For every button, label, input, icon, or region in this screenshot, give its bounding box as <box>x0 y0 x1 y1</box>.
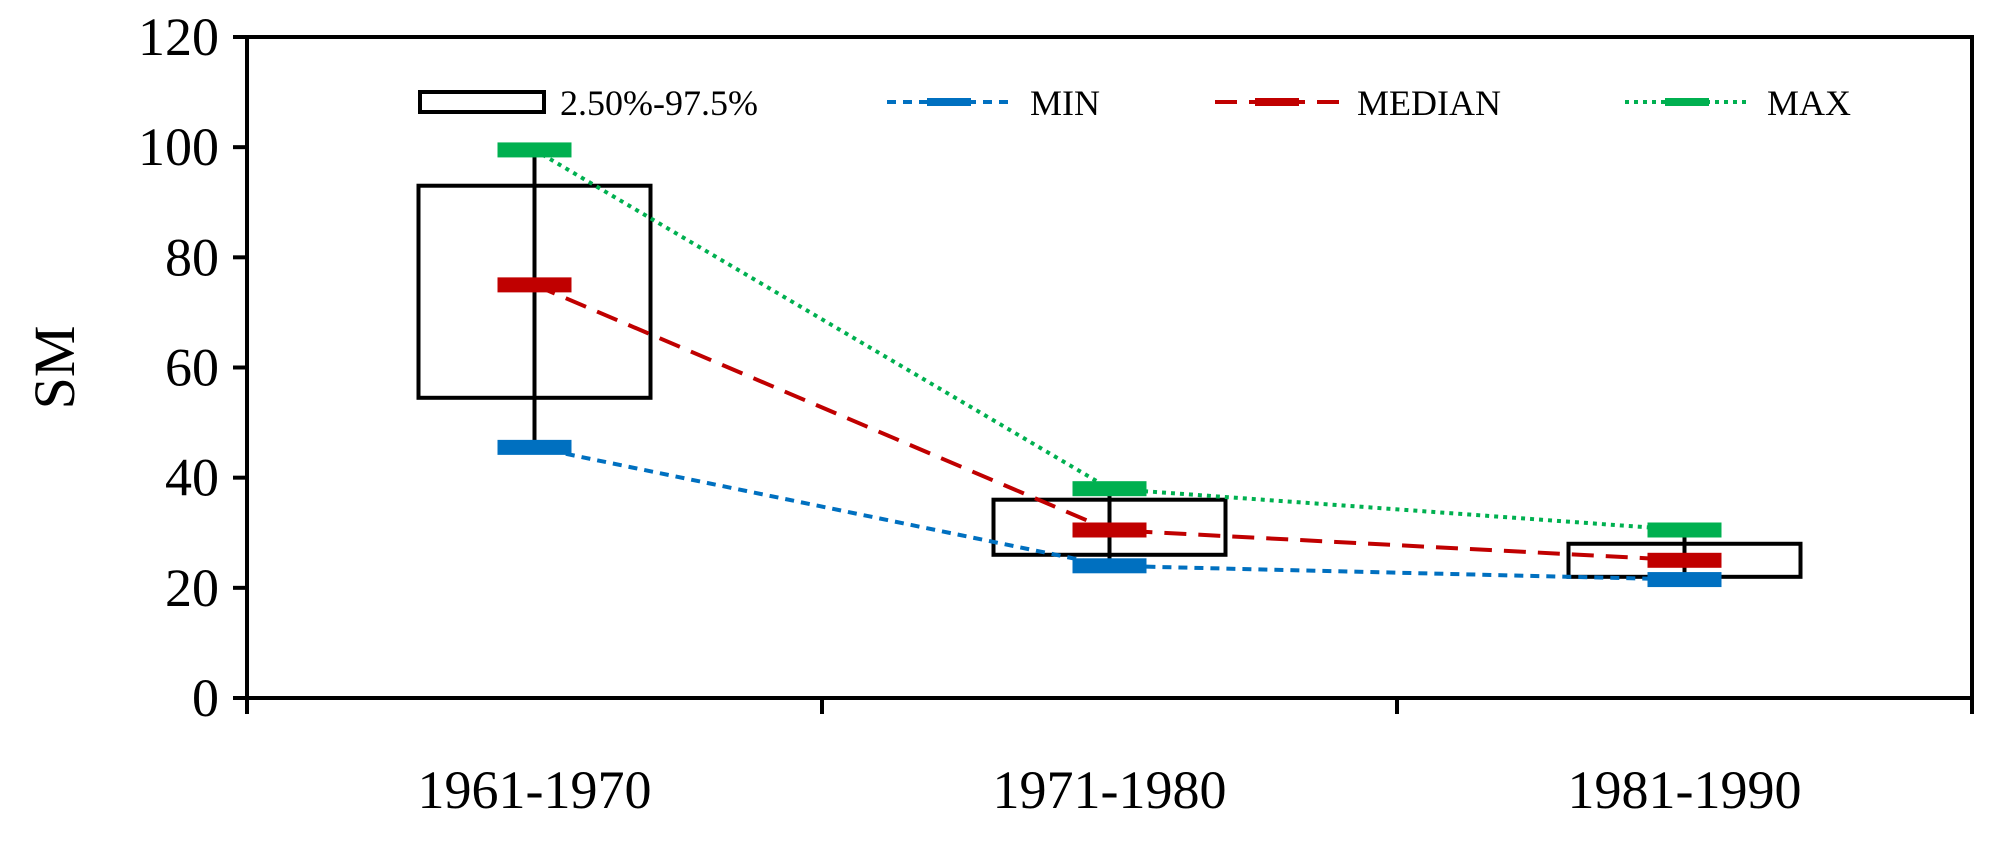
plot-frame <box>245 35 1974 700</box>
legend-item: MEDIAN <box>1215 83 1501 123</box>
marker-median <box>497 277 572 293</box>
x-tick-label: 1961-1970 <box>418 760 652 820</box>
legend-label: MIN <box>1030 83 1100 123</box>
series-line-min <box>534 445 1685 582</box>
legend-label: MAX <box>1767 83 1851 123</box>
legend-label: 2.50%-97.5% <box>560 83 758 123</box>
legend-marker-swatch <box>927 98 971 106</box>
y-tick-label: 80 <box>165 227 219 287</box>
legend-item: 2.50%-97.5% <box>418 83 758 123</box>
marker-max <box>1647 522 1722 538</box>
y-tick-label: 120 <box>138 7 219 67</box>
y-axis-title: SM <box>22 326 87 410</box>
percentile-box <box>991 497 1228 557</box>
legend-marker-swatch <box>1255 98 1299 106</box>
x-tick-label: 1971-1980 <box>993 760 1227 820</box>
legend-box-swatch <box>418 90 546 114</box>
x-tick-label: 1981-1990 <box>1568 760 1802 820</box>
legend-label: MEDIAN <box>1357 83 1501 123</box>
marker-min <box>1647 572 1722 588</box>
legend-item: MAX <box>1625 83 1851 123</box>
marker-max <box>1072 481 1147 497</box>
y-tick-label: 40 <box>165 448 219 508</box>
marker-median <box>1072 522 1147 538</box>
y-tick-label: 0 <box>192 668 219 728</box>
y-tick-label: 60 <box>165 338 219 398</box>
marker-min <box>1072 558 1147 574</box>
marker-min <box>497 439 572 455</box>
marker-max <box>497 142 572 158</box>
legend-item: MIN <box>887 83 1100 123</box>
y-tick-label: 100 <box>138 117 219 177</box>
marker-median <box>1647 552 1722 568</box>
series-line-max <box>533 148 1685 532</box>
legend-marker-swatch <box>1665 98 1709 106</box>
percentile-box <box>416 183 653 400</box>
y-tick-label: 20 <box>165 558 219 618</box>
